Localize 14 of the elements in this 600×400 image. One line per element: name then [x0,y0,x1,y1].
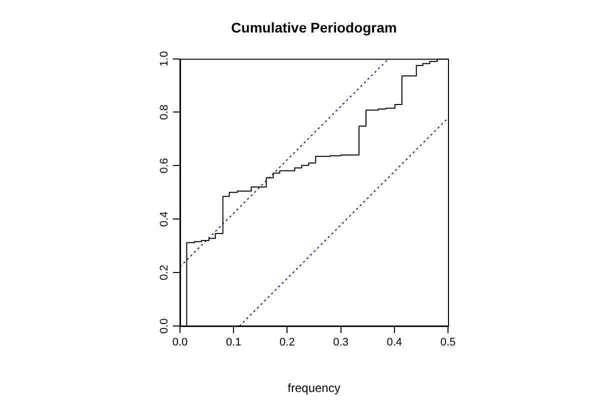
y-tick-label: 0.0 [158,318,171,334]
x-tick-label: 0.1 [226,336,242,349]
x-tick-label: 0.3 [333,336,348,349]
y-tick-label: 0.2 [158,264,171,280]
x-tick-label: 0.2 [280,336,295,349]
x-tick-label: 0.5 [440,336,456,349]
y-tick-label: 0.4 [158,211,171,227]
x-tick-label: 0.0 [172,336,188,349]
x-axis-title: frequency [288,381,340,396]
x-tick-label: 0.4 [386,336,402,349]
y-tick-label: 0.8 [158,104,171,120]
y-tick-label: 0.6 [158,158,171,174]
y-tick-label: 1.0 [158,51,171,66]
chart-title: Cumulative Periodogram [231,19,397,36]
